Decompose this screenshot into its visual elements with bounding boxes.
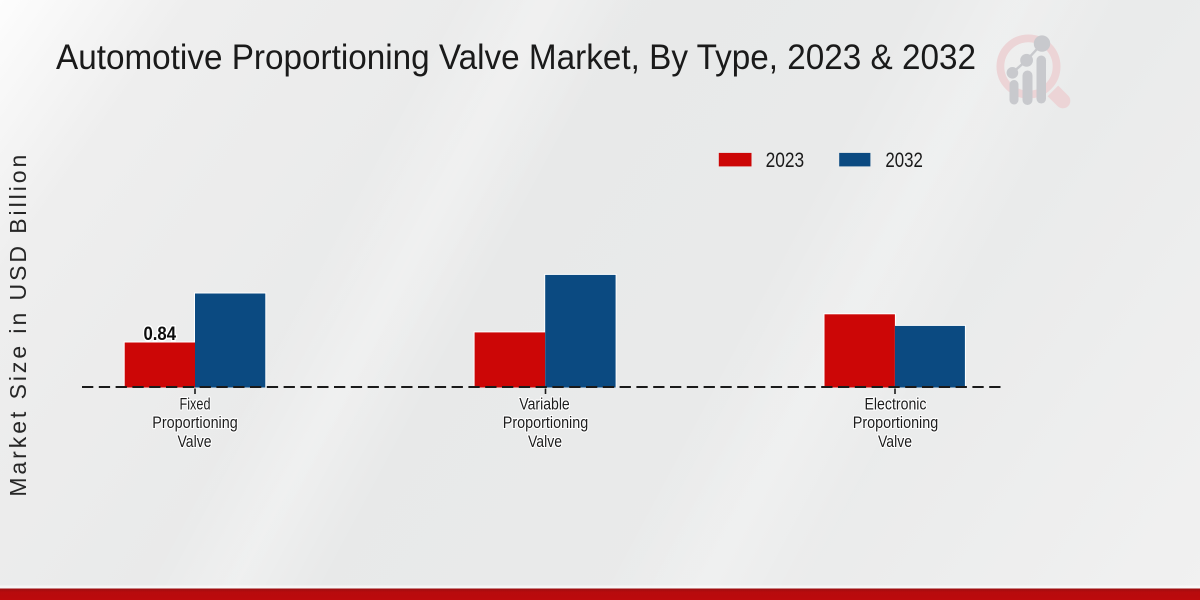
svg-text:Proportioning: Proportioning: [503, 413, 589, 432]
svg-text:Valve: Valve: [528, 432, 562, 451]
svg-text:0.84: 0.84: [144, 323, 177, 345]
svg-text:Valve: Valve: [178, 432, 212, 451]
svg-text:Valve: Valve: [878, 432, 912, 451]
svg-text:2032: 2032: [885, 149, 923, 172]
svg-text:Electronic: Electronic: [865, 394, 927, 413]
svg-text:Automotive Proportioning Valve: Automotive Proportioning Valve Market, B…: [56, 37, 976, 77]
svg-text:Proportioning: Proportioning: [853, 413, 939, 432]
svg-text:Proportioning: Proportioning: [152, 413, 238, 432]
svg-text:Fixed: Fixed: [180, 394, 211, 413]
svg-text:2023: 2023: [766, 149, 805, 172]
svg-text:Market Size in USD Billion: Market Size in USD Billion: [5, 155, 31, 497]
svg-text:Variable: Variable: [519, 394, 570, 413]
